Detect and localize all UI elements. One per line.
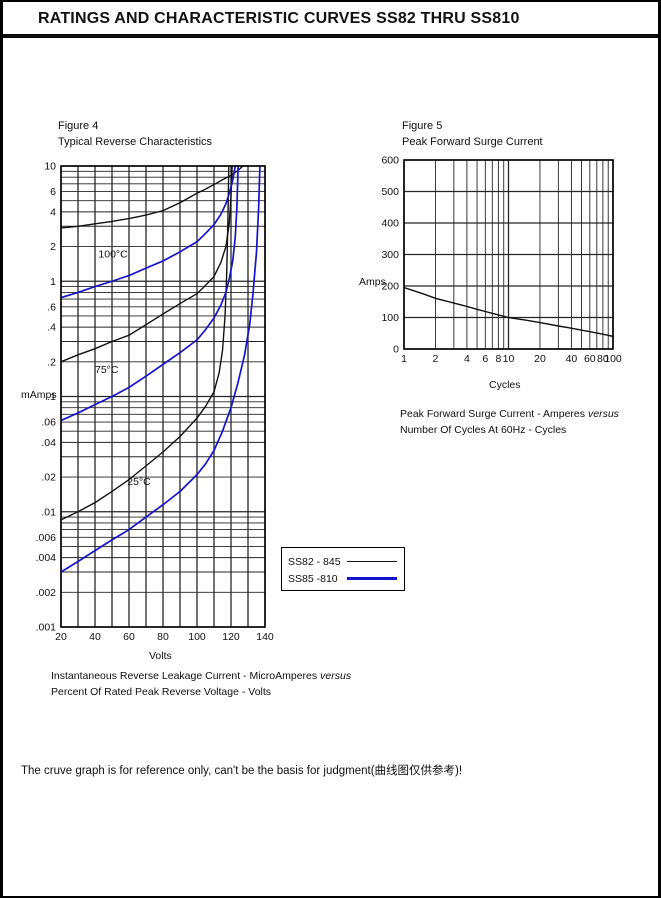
- svg-text:100°C: 100°C: [98, 249, 128, 261]
- svg-text:4: 4: [464, 353, 470, 365]
- svg-text:1: 1: [401, 353, 407, 365]
- svg-text:.2: .2: [47, 356, 56, 368]
- figure4-caption-line1: Instantaneous Reverse Leakage Current - …: [51, 670, 351, 682]
- figure4-chart: 10 6 4 2 1 .6 .4 .2 .1 .06 .04 .02 .01 .006 .004 .002 .0…: [29, 152, 279, 652]
- svg-text:80: 80: [157, 631, 169, 643]
- svg-text:100: 100: [381, 312, 399, 324]
- svg-text:60: 60: [123, 631, 135, 643]
- svg-text:25°C: 25°C: [127, 476, 151, 488]
- figure5-title: Peak Forward Surge Current: [402, 136, 543, 148]
- page-header: RATINGS AND CHARACTERISTIC CURVES SS82 T…: [3, 2, 658, 38]
- figure4-caption-line2: Percent Of Rated Peak Reverse Voltage - …: [51, 686, 272, 698]
- legend-line-black: [347, 560, 397, 563]
- page-title: RATINGS AND CHARACTERISTIC CURVES SS82 T…: [38, 10, 520, 27]
- svg-text:300: 300: [381, 249, 399, 261]
- svg-text:40: 40: [566, 353, 578, 365]
- svg-text:80: 80: [597, 353, 609, 365]
- svg-text:.004: .004: [36, 552, 57, 564]
- svg-text:500: 500: [381, 186, 399, 198]
- svg-text:10: 10: [44, 161, 56, 173]
- svg-text:4: 4: [50, 206, 56, 218]
- svg-text:0: 0: [393, 344, 399, 356]
- figure4-title: Typical Reverse Characteristics: [58, 136, 213, 148]
- svg-text:.04: .04: [41, 437, 56, 449]
- svg-text:100: 100: [188, 631, 206, 643]
- svg-text:.1: .1: [47, 391, 56, 403]
- figure5-caption-line1: Peak Forward Surge Current - Amperes vers…: [400, 408, 619, 420]
- svg-text:.02: .02: [41, 472, 56, 484]
- figure5-caption1-versus: versus: [588, 408, 619, 420]
- svg-text:20: 20: [534, 353, 546, 365]
- svg-text:.06: .06: [41, 417, 56, 429]
- svg-text:.001: .001: [36, 622, 57, 634]
- svg-text:6: 6: [50, 186, 56, 198]
- svg-text:8: 8: [495, 353, 501, 365]
- figure5-caption1-text: Peak Forward Surge Current - Amperes: [400, 408, 585, 420]
- svg-text:100: 100: [604, 353, 622, 365]
- svg-text:2: 2: [50, 241, 56, 253]
- figure5-y-unit: Amps: [359, 276, 386, 288]
- svg-text:1: 1: [50, 276, 56, 288]
- svg-text:6: 6: [482, 353, 488, 365]
- figure4-caption1-versus: versus: [320, 670, 352, 682]
- svg-text:400: 400: [381, 218, 399, 230]
- svg-text:.01: .01: [41, 506, 56, 518]
- legend-row-ss85: SS85 -810: [288, 570, 397, 587]
- figure5-label: Figure 5: [402, 120, 443, 132]
- reference-note: The cruve graph is for reference only, c…: [21, 765, 463, 777]
- svg-text:40: 40: [89, 631, 101, 643]
- figure5-chart: 600 500 400 300 200 100 0 1 2 4 6 8 10 20 40 60 80 100: [373, 152, 633, 374]
- svg-text:600: 600: [381, 155, 399, 167]
- legend-line-blue: [347, 577, 397, 580]
- svg-text:2: 2: [433, 353, 439, 365]
- figure5-x-unit: Cycles: [489, 379, 521, 391]
- figure4-caption1-text: Instantaneous Reverse Leakage Current - …: [51, 670, 318, 682]
- figure4-label: Figure 4: [58, 120, 99, 132]
- figure4-legend: SS82 - 845 SS85 -810: [281, 547, 405, 591]
- svg-text:10: 10: [503, 353, 515, 365]
- svg-text:140: 140: [256, 631, 274, 643]
- svg-text:.4: .4: [47, 322, 56, 334]
- legend-label-ss82: SS82 - 845: [288, 555, 341, 568]
- legend-label-ss85: SS85 -810: [288, 572, 338, 585]
- figure4-y-unit: mAmps: [21, 389, 57, 401]
- figure5-caption-line2: Number Of Cycles At 60Hz - Cycles: [400, 424, 567, 436]
- svg-text:200: 200: [381, 281, 399, 293]
- svg-text:60: 60: [584, 353, 596, 365]
- svg-text:120: 120: [222, 631, 240, 643]
- svg-text:.006: .006: [36, 532, 57, 544]
- svg-text:.6: .6: [47, 301, 56, 313]
- figure4-x-unit: Volts: [149, 650, 172, 662]
- legend-row-ss82: SS82 - 845: [288, 553, 397, 570]
- svg-text:.002: .002: [36, 587, 57, 599]
- svg-text:75°C: 75°C: [95, 364, 119, 376]
- svg-text:20: 20: [55, 631, 67, 643]
